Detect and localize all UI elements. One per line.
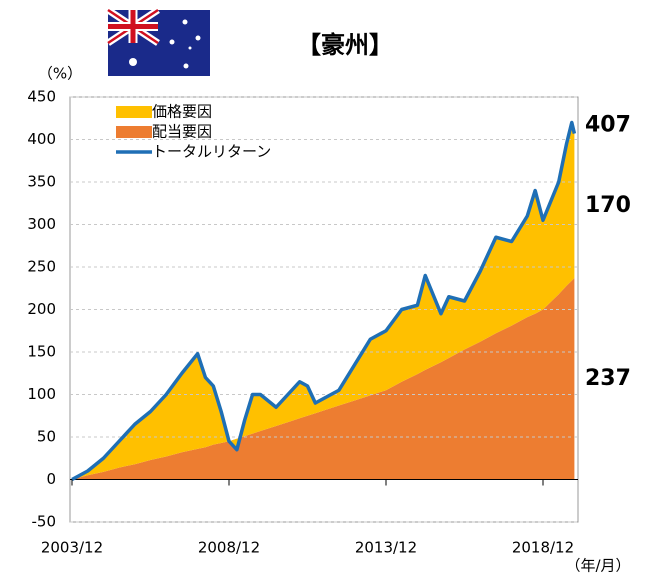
end-label: 170 (585, 193, 631, 218)
y-tick-label: 150 (27, 343, 56, 361)
y-tick-label: 250 (27, 258, 56, 276)
y-tick-label: 450 (27, 88, 56, 106)
y-tick-label: 400 (27, 130, 56, 148)
y-tick-label: 350 (27, 173, 56, 191)
flag-cross-red (108, 10, 158, 43)
x-tick-label: 2013/12 (355, 539, 417, 557)
y-axis-label: （%） (38, 65, 82, 83)
y-tick-label: 300 (27, 215, 56, 233)
y-tick-label: 0 (46, 470, 56, 488)
legend-label: 配当要因 (152, 123, 212, 141)
areas (72, 122, 575, 480)
x-tick-label: 2003/12 (41, 539, 103, 557)
flag-stars (129, 19, 201, 69)
y-tick-label: 200 (27, 300, 56, 318)
flag (106, 7, 210, 76)
legend-swatch (116, 126, 152, 138)
end-label: 407 (585, 113, 631, 138)
chart-title: 【豪州】 (297, 31, 393, 59)
area (72, 122, 575, 480)
x-axis-label: （年/月） (565, 557, 630, 575)
end-label: 237 (585, 366, 631, 391)
legend-swatch (116, 106, 152, 118)
total-return-line (71, 120, 577, 482)
y-tick-label: 50 (37, 428, 56, 446)
y-tick-label: -50 (32, 513, 57, 531)
legend-label: トータルリターン (152, 143, 271, 161)
area (72, 278, 575, 480)
legend-label: 価格要因 (152, 103, 212, 121)
y-tick-label: 100 (27, 385, 56, 403)
x-tick-label: 2018/12 (512, 539, 574, 557)
x-tick-label: 2008/12 (198, 539, 260, 557)
